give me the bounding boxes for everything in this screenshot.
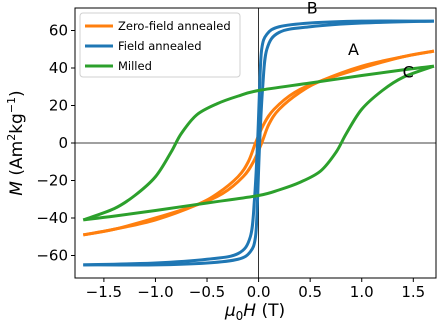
x-tick-label: 0.0	[247, 283, 271, 301]
series-line-field-annealed-loop-top	[83, 19, 434, 267]
x-tick-label: 0.5	[298, 283, 322, 301]
series-layer	[82, 19, 435, 267]
y-axis-unit-mid: kg	[7, 113, 27, 134]
x-tick-label: 1.0	[350, 283, 374, 301]
y-tick-label: 0	[58, 134, 68, 152]
annotation-b: B	[307, 0, 318, 18]
ticks-layer: −1.5 −1.0 −0.5 0.0 0.5 1.0 1.5 −60 −40 −20 0 20 40 60	[36, 22, 425, 302]
y-tick-label: 20	[49, 97, 68, 115]
annotation-c: C	[403, 62, 414, 81]
x-tick-label: −1.0	[137, 283, 173, 301]
x-axis-symbol: μ	[224, 301, 236, 321]
legend: Zero-field annealed Field annealed Mille…	[79, 12, 241, 78]
legend-label-field-annealed: Field annealed	[118, 39, 202, 53]
series-line-zero-field-loop-bottom	[82, 49, 435, 237]
legend-item-field-annealed: Field annealed	[85, 39, 202, 53]
series-line-milled-loop-top	[82, 64, 435, 222]
y-tick-label: 40	[49, 59, 68, 77]
x-tick-label: 1.5	[401, 283, 425, 301]
x-axis-label: μ0H (T)	[224, 301, 285, 323]
x-axis-unit: (T)	[256, 301, 285, 321]
y-axis-variable: M	[7, 181, 27, 196]
legend-box	[79, 12, 241, 78]
legend-label-milled: Milled	[118, 59, 152, 73]
x-axis-variable: H	[243, 301, 256, 321]
series-line-field-annealed-loop-bottom	[83, 19, 434, 267]
y-tick-label: 60	[49, 22, 68, 40]
legend-label-zero-field: Zero-field annealed	[118, 19, 231, 33]
y-axis-unit-post: )	[7, 90, 27, 97]
y-tick-label: −20	[36, 172, 68, 190]
y-axis-unit-pre: (Am	[7, 141, 27, 181]
annotations-layer: A B C	[307, 0, 414, 81]
series-line-milled-loop-bottom	[83, 64, 435, 222]
y-axis-sup2: −1	[5, 97, 18, 113]
x-axis-subscript: 0	[236, 309, 244, 323]
y-axis-label: M (Am2kg−1)	[5, 90, 27, 195]
legend-item-milled: Milled	[85, 59, 152, 73]
series-line-zero-field-loop-top	[82, 49, 435, 237]
annotation-a: A	[348, 40, 359, 59]
y-tick-label: −40	[36, 209, 68, 227]
y-tick-label: −60	[36, 247, 68, 265]
x-tick-label: −0.5	[189, 283, 225, 301]
x-tick-label: −1.5	[86, 283, 122, 301]
y-axis-sup1: 2	[5, 134, 18, 141]
legend-item-zero-field: Zero-field annealed	[85, 19, 231, 33]
